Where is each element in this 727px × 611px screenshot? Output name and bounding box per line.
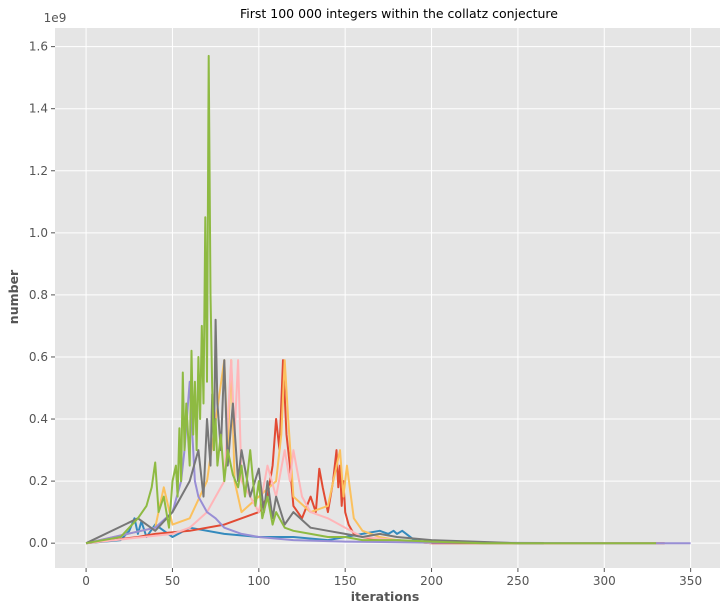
x-tick-label-6: 300 bbox=[593, 574, 616, 588]
series-line-5 bbox=[85, 318, 544, 545]
y-axis: 0.0 0.2 0.4 0.6 0.8 1.0 1.2 1.4 1.6 bbox=[29, 40, 55, 550]
series-layer bbox=[85, 54, 691, 545]
x-tick-label-5: 250 bbox=[506, 574, 529, 588]
chart-title: First 100 000 integers within the collat… bbox=[240, 6, 558, 21]
y-tick-label-3: 0.6 bbox=[29, 350, 48, 364]
y-tick-label-0: 0.0 bbox=[29, 536, 48, 550]
y-offset-label: 1e9 bbox=[44, 11, 67, 25]
y-tick-label-2: 0.4 bbox=[29, 412, 48, 426]
x-tick-label-4: 200 bbox=[420, 574, 443, 588]
grid-lines bbox=[55, 28, 720, 568]
x-tick-label-0: 0 bbox=[82, 574, 90, 588]
x-axis: 0 50 100 150 200 250 300 350 bbox=[82, 568, 702, 588]
y-axis-label: number bbox=[6, 269, 21, 324]
series-line-3 bbox=[85, 359, 432, 545]
y-tick-label-8: 1.6 bbox=[29, 40, 48, 54]
y-tick-label-5: 1.0 bbox=[29, 226, 48, 240]
x-tick-label-7: 350 bbox=[679, 574, 702, 588]
y-tick-label-6: 1.2 bbox=[29, 164, 48, 178]
x-tick-label-2: 100 bbox=[247, 574, 270, 588]
series-line-6 bbox=[85, 54, 657, 545]
series-line-4 bbox=[85, 380, 691, 545]
plot-area bbox=[55, 28, 720, 568]
y-tick-label-4: 0.8 bbox=[29, 288, 48, 302]
y-tick-label-7: 1.4 bbox=[29, 102, 48, 116]
y-tick-label-1: 0.2 bbox=[29, 474, 48, 488]
x-tick-label-3: 150 bbox=[334, 574, 357, 588]
series-line-2 bbox=[85, 359, 432, 545]
x-tick-label-1: 50 bbox=[165, 574, 180, 588]
x-axis-label: iterations bbox=[351, 589, 420, 604]
series-line-0 bbox=[86, 517, 432, 545]
